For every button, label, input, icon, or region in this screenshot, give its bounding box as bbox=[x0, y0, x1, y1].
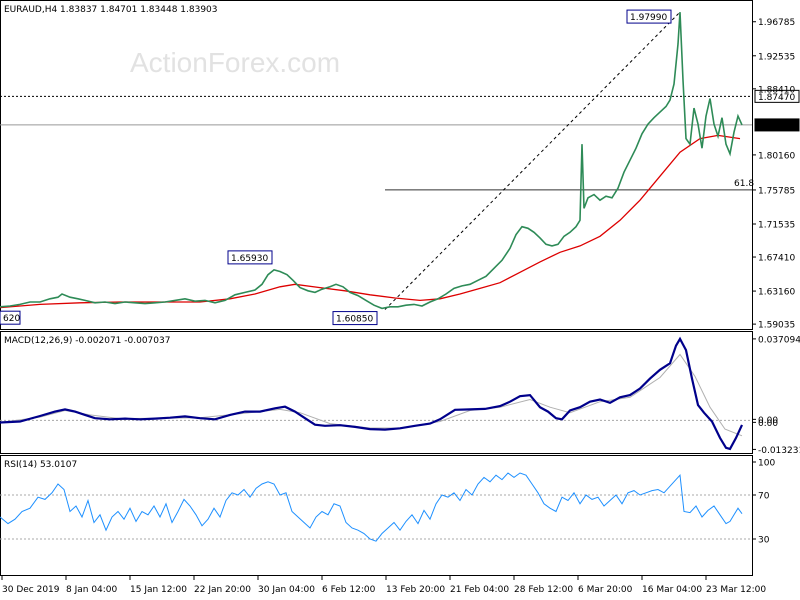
x-tick-label: 6 Feb 12:00 bbox=[322, 585, 376, 595]
x-tick-label: 30 Jan 04:00 bbox=[258, 585, 315, 595]
x-tick-label: 16 Mar 04:00 bbox=[642, 585, 702, 595]
swing-label-box bbox=[332, 311, 378, 326]
rsi-line bbox=[0, 472, 743, 542]
price-line bbox=[0, 12, 743, 310]
swing-label: 1.97990 bbox=[630, 13, 667, 23]
y-tick-label: 1.96785 bbox=[758, 18, 795, 28]
y-tick-label: 100 bbox=[758, 459, 775, 469]
x-tick-label: 8 Jan 04:00 bbox=[66, 585, 118, 595]
rsi-panel-title: RSI(14) 53.0107 bbox=[4, 460, 77, 470]
swing-label: 1.60850 bbox=[336, 315, 373, 325]
y-tick-label: 1.75785 bbox=[758, 186, 795, 196]
macd-layer bbox=[0, 336, 752, 451]
panel-frames bbox=[0, 0, 753, 576]
price-level-tag-bg bbox=[754, 118, 800, 132]
y-tick-label: 1.67410 bbox=[758, 254, 795, 264]
swing-label: 620 bbox=[3, 314, 20, 324]
y-tick-label: -0.013231 bbox=[758, 446, 800, 456]
rsi-layer bbox=[0, 472, 752, 542]
swing-label-box bbox=[0, 310, 21, 325]
swing-label: 1.65930 bbox=[231, 254, 268, 264]
x-tick-label: 13 Feb 20:00 bbox=[386, 585, 445, 595]
y-tick-label: 1.80160 bbox=[758, 151, 795, 161]
y-tick-label: 1.63160 bbox=[758, 288, 795, 298]
y-tick-label: 1.71535 bbox=[758, 220, 795, 230]
macd-panel-frame bbox=[0, 331, 753, 454]
rsi-panel-frame bbox=[0, 455, 753, 576]
axis-layer: 1.96785 1.92535 1.88410 1.80160 1.75785 1.715… bbox=[1, 18, 800, 595]
macd-line bbox=[0, 336, 743, 451]
price-level-tag-bg bbox=[754, 89, 800, 103]
swing-label-box bbox=[626, 9, 672, 24]
x-tick-label: 15 Jan 12:00 bbox=[130, 585, 187, 595]
y-tick-label: 0.00 bbox=[758, 416, 778, 426]
x-tick-label: 22 Jan 20:00 bbox=[194, 585, 251, 595]
x-tick-label: 6 Mar 20:00 bbox=[578, 585, 633, 595]
y-tick-label: 0.00 bbox=[758, 419, 778, 429]
x-tick-label: 21 Feb 04:00 bbox=[450, 585, 509, 595]
x-tick-label: 28 Feb 12:00 bbox=[514, 585, 573, 595]
price-level-tag: 1.83903 bbox=[758, 121, 795, 131]
price-layer: 1.87470 1.83903 61.8 1.97990 1.65930 1.60850 6… bbox=[0, 9, 800, 326]
moving-average-line bbox=[0, 134, 741, 309]
fib-618-label: 61.8 bbox=[734, 179, 754, 189]
x-tick-label: 23 Mar 12:00 bbox=[706, 585, 766, 595]
swing-label-box bbox=[227, 250, 273, 265]
x-tick-label: 30 Dec 2019 bbox=[2, 585, 60, 595]
y-tick-label: 0.037094 bbox=[758, 335, 800, 345]
trend-line bbox=[384, 11, 681, 310]
y-tick-label: 1.59035 bbox=[758, 321, 795, 331]
price-level-tag: 1.87470 bbox=[758, 93, 795, 103]
watermark: ActionForex.com bbox=[130, 47, 340, 78]
macd-panel-title: MACD(12,26,9) -0.002071 -0.007037 bbox=[4, 336, 170, 346]
price-panel-frame bbox=[0, 0, 753, 330]
y-tick-label: 30 bbox=[758, 536, 770, 546]
y-tick-label: 70 bbox=[758, 492, 770, 502]
y-tick-label: 1.88410 bbox=[758, 85, 795, 95]
y-tick-label: 1.92535 bbox=[758, 52, 795, 62]
price-panel-title: EURAUD,H4 1.83837 1.84701 1.83448 1.8390… bbox=[4, 5, 218, 15]
